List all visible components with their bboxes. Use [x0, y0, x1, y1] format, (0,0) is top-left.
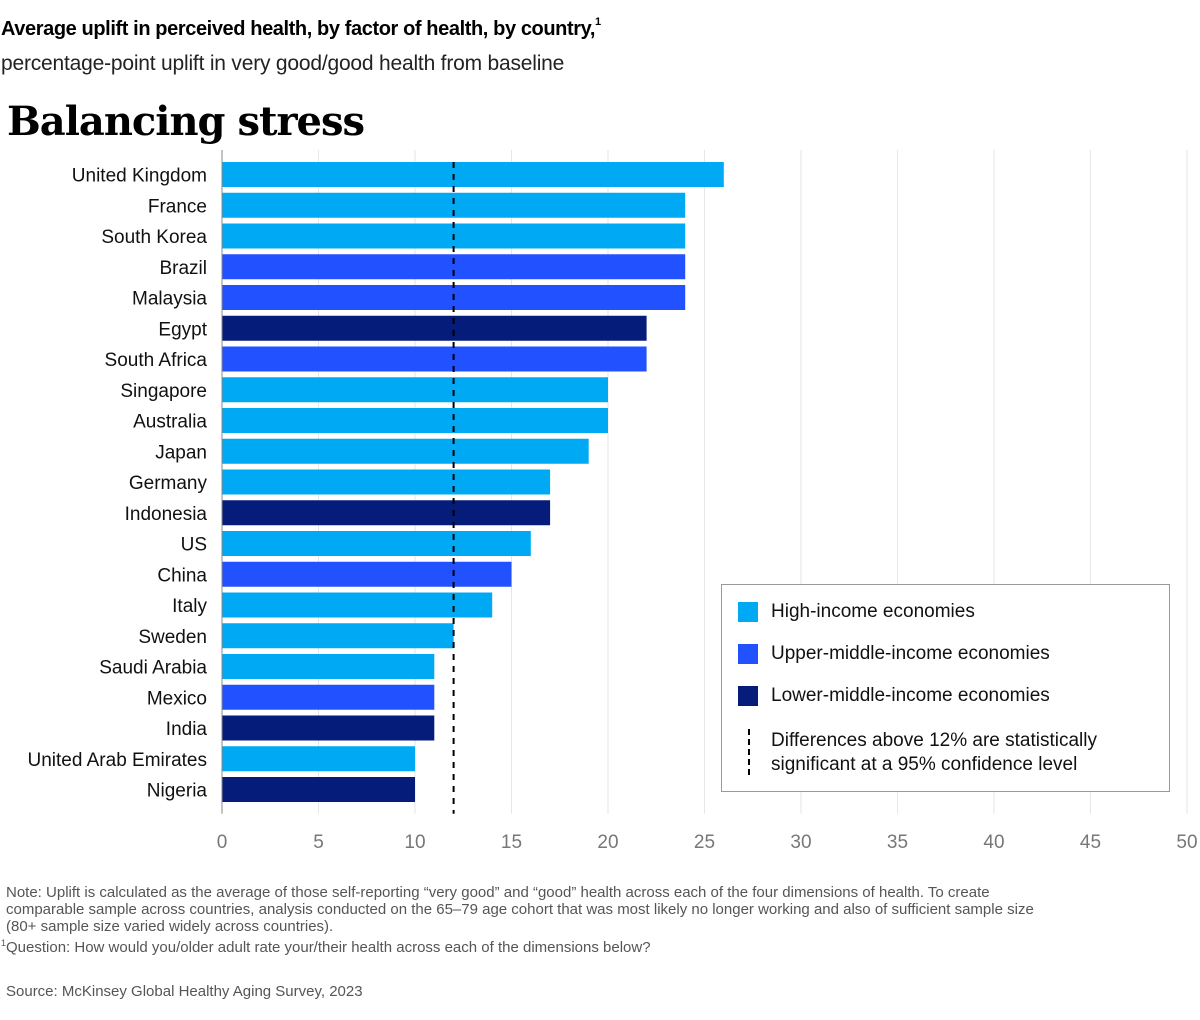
x-tick-label-5: 5	[313, 832, 324, 853]
category-label-south-korea: South Korea	[101, 227, 207, 248]
legend: High-income economies Upper-middle-incom…	[721, 584, 1170, 792]
bar-italy	[222, 592, 493, 618]
legend-item-lower-middle-income: Lower-middle-income economies	[738, 685, 1050, 707]
chart-notes: Note: Uplift is calculated as the averag…	[1, 884, 1196, 956]
legend-reference-line2: significant at a 95% confidence level	[771, 754, 1078, 775]
category-label-australia: Australia	[133, 412, 207, 433]
category-label-nigeria: Nigeria	[147, 781, 208, 802]
footnote-marker: 1	[595, 16, 601, 28]
question-text: Question: How would you/older adult rate…	[6, 939, 651, 956]
bar-nigeria	[222, 777, 415, 802]
category-label-china: China	[157, 565, 207, 586]
legend-swatch-high-income	[738, 602, 758, 622]
x-tick-label-40: 40	[983, 832, 1004, 853]
legend-label-upper-middle-income: Upper-middle-income economies	[771, 643, 1050, 664]
bar-mexico	[222, 684, 435, 710]
legend-item-high-income: High-income economies	[738, 601, 975, 623]
category-label-japan: Japan	[155, 442, 207, 463]
x-axis-ticks: 0 5 10 15 20 25 30 35 40 45 50	[217, 832, 1198, 853]
category-label-italy: Italy	[172, 596, 207, 617]
legend-label-lower-middle-income: Lower-middle-income economies	[771, 685, 1050, 706]
bar-united-arab-emirates	[222, 746, 415, 772]
x-tick-label-10: 10	[404, 832, 425, 853]
category-label-saudi-arabia: Saudi Arabia	[99, 658, 207, 679]
bar-australia	[222, 408, 608, 433]
bar-india	[222, 715, 435, 741]
category-label-united-arab-emirates: United Arab Emirates	[27, 750, 207, 771]
category-label-south-africa: South Africa	[105, 350, 208, 371]
category-label-us: US	[181, 535, 207, 556]
chart-subtitle: percentage-point uplift in very good/goo…	[1, 52, 565, 75]
chart-title: Average uplift in perceived health, by f…	[1, 16, 601, 41]
legend-reference-line1: Differences above 12% are statistically	[771, 730, 1097, 751]
bar-egypt	[222, 315, 647, 341]
category-label-france: France	[148, 196, 207, 217]
bar-germany	[222, 469, 551, 495]
category-labels: United Kingdom France South Korea Brazil Mal…	[27, 166, 207, 802]
bar-china	[222, 561, 512, 587]
bar-singapore	[222, 377, 608, 403]
x-tick-label-30: 30	[790, 832, 811, 853]
legend-label-reference: Differences above 12% are statistically …	[771, 729, 1097, 777]
chart-title-text: Average uplift in perceived health, by f…	[1, 18, 596, 40]
category-label-indonesia: Indonesia	[125, 504, 208, 525]
note-line-1: Note: Uplift is calculated as the averag…	[6, 884, 990, 901]
bar-south-africa	[222, 346, 647, 372]
chart-source: Source: McKinsey Global Healthy Aging Su…	[6, 983, 363, 1000]
category-label-sweden: Sweden	[138, 627, 207, 648]
category-label-mexico: Mexico	[147, 688, 207, 709]
x-tick-label-25: 25	[694, 832, 715, 853]
bar-us	[222, 531, 531, 556]
legend-swatch-lower-middle-income	[738, 686, 758, 706]
category-label-egypt: Egypt	[158, 319, 207, 340]
x-tick-label-35: 35	[887, 832, 908, 853]
category-label-india: India	[166, 719, 208, 740]
category-label-germany: Germany	[129, 473, 208, 494]
bar-japan	[222, 438, 589, 464]
category-label-singapore: Singapore	[120, 381, 207, 402]
x-tick-label-20: 20	[597, 832, 618, 853]
chart-heading: Balancing stress	[7, 98, 365, 145]
legend-item-upper-middle-income: Upper-middle-income economies	[738, 643, 1050, 665]
bar-chart: United Kingdom France South Korea Brazil Mal…	[27, 150, 1198, 853]
legend-item-reference: Differences above 12% are statistically …	[738, 729, 1097, 777]
x-tick-label-50: 50	[1176, 832, 1197, 853]
bar-united-kingdom	[222, 162, 724, 187]
dashed-line-icon	[738, 729, 758, 775]
legend-label-high-income: High-income economies	[771, 601, 975, 622]
question-footnote-marker: 1	[1, 938, 7, 948]
bars	[222, 162, 724, 802]
x-tick-label-0: 0	[217, 832, 228, 853]
x-tick-label-45: 45	[1080, 832, 1101, 853]
x-tick-label-15: 15	[501, 832, 522, 853]
bar-sweden	[222, 623, 454, 649]
note-line-3: (80+ sample size varied widely across co…	[6, 918, 334, 935]
bar-indonesia	[222, 500, 551, 526]
category-label-united-kingdom: United Kingdom	[72, 166, 207, 187]
category-label-brazil: Brazil	[159, 258, 207, 279]
question-footnote: 1Question: How would you/older adult rat…	[1, 935, 1196, 956]
category-label-malaysia: Malaysia	[132, 289, 207, 310]
bar-saudi-arabia	[222, 654, 435, 679]
note-line-2: comparable sample across countries, anal…	[6, 901, 1034, 918]
legend-swatch-upper-middle-income	[738, 644, 758, 664]
